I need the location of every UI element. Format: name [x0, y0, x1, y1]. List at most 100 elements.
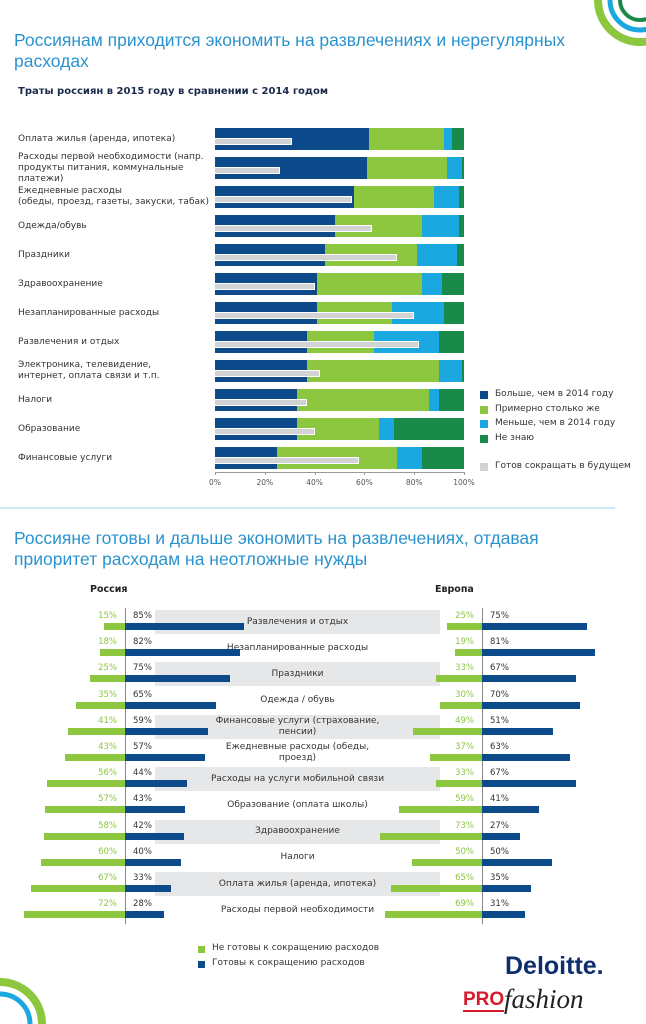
bar-segment: [441, 273, 464, 295]
bar: [125, 649, 240, 657]
value-label: 67%: [490, 663, 509, 674]
future-bar: [215, 167, 280, 174]
bar: [482, 754, 571, 761]
bar: [482, 623, 587, 630]
bar: [125, 806, 186, 814]
bar-segment: [429, 389, 440, 411]
bar: [482, 649, 596, 657]
bar-segment: [451, 128, 464, 150]
bar-segment: [444, 128, 452, 150]
bar: [125, 675, 230, 683]
bar-segment: [434, 186, 459, 208]
tick-mark: [364, 472, 366, 475]
value-label: 42%: [133, 820, 152, 831]
future-bar: [215, 138, 293, 145]
bar-segment: [354, 186, 435, 208]
bar-segment: [369, 128, 445, 150]
bar: [430, 754, 482, 761]
category-label: Финансовые услуги: [18, 452, 113, 463]
bar: [482, 780, 576, 788]
bar-segment: [439, 360, 462, 382]
bar-segment: [444, 302, 464, 324]
value-label: 56%: [98, 768, 117, 779]
bar: [455, 649, 482, 657]
value-label: 25%: [455, 611, 474, 621]
future-bar: [215, 225, 372, 232]
value-label: 57%: [98, 794, 117, 805]
bar: [125, 911, 165, 919]
future-bar: [215, 370, 320, 377]
legend-label: Примерно столько же: [495, 403, 600, 414]
legend-swatch: [198, 961, 205, 968]
value-label: 69%: [455, 899, 474, 910]
future-bar: [215, 457, 360, 464]
value-label: 43%: [98, 742, 117, 752]
bar-segment: [421, 215, 459, 237]
value-label: 33%: [455, 663, 474, 674]
value-label: 15%: [98, 611, 117, 621]
value-label: 40%: [133, 846, 152, 857]
bar-segment: [396, 447, 422, 469]
legend-swatch: [480, 391, 488, 399]
x-tick-label: 100%: [453, 478, 475, 487]
bar: [482, 701, 580, 709]
bar: [412, 858, 482, 866]
legend-swatch: [480, 405, 488, 414]
logo-pro: PRO: [463, 989, 505, 1012]
bar-segment: [394, 418, 464, 440]
category-label: Образование: [18, 423, 81, 434]
value-label: 72%: [98, 899, 117, 910]
bar: [125, 858, 181, 866]
panel-title: Россия: [90, 584, 128, 595]
category-label: Здравоохранение: [255, 826, 340, 837]
bar-segment: [366, 157, 447, 179]
bar: [104, 623, 125, 630]
legend-label: Больше, чем в 2014 году: [495, 389, 614, 399]
value-label: 81%: [490, 637, 509, 648]
bar: [76, 701, 125, 709]
value-label: 58%: [98, 820, 117, 831]
value-label: 19%: [455, 637, 474, 648]
x-tick-label: 20%: [256, 478, 274, 487]
bar: [482, 858, 552, 866]
value-label: 67%: [490, 768, 509, 779]
bar-segment: [421, 273, 442, 295]
label-band: [155, 767, 440, 792]
x-tick-label: 40%: [306, 478, 323, 487]
heading: Россиянам приходится экономить на развле…: [14, 30, 566, 71]
value-label: 57%: [133, 742, 152, 752]
bar: [440, 701, 482, 709]
bar: [67, 727, 125, 735]
label-band: [155, 819, 440, 844]
value-label: 31%: [490, 899, 509, 910]
tick-mark: [414, 472, 416, 475]
future-bar: [215, 312, 415, 319]
value-label: 18%: [98, 637, 117, 648]
value-label: 85%: [133, 611, 152, 621]
future-bar: [215, 428, 315, 435]
category-label: Праздники: [271, 668, 324, 679]
value-label: 73%: [455, 820, 474, 831]
bar-segment: [446, 157, 462, 179]
category-label: Праздники: [18, 249, 71, 260]
label-band: [155, 610, 440, 634]
category-label: Налоги: [18, 394, 53, 405]
bar-segment: [317, 273, 422, 295]
value-label: 82%: [133, 637, 152, 648]
tick-mark: [264, 472, 266, 475]
category-label: Расходы на услуги мобильной связи: [210, 773, 385, 784]
bar: [31, 885, 125, 892]
bar: [43, 832, 125, 840]
bar: [125, 727, 208, 735]
value-label: 27%: [490, 820, 509, 831]
bar: [45, 806, 125, 814]
bar-segment: [461, 157, 464, 179]
future-bar: [215, 341, 420, 348]
legend-swatch: [480, 463, 488, 471]
bar: [125, 780, 187, 788]
value-label: 63%: [490, 742, 509, 752]
value-label: 59%: [133, 715, 152, 726]
value-label: 33%: [133, 873, 152, 883]
label-band: [155, 714, 440, 739]
